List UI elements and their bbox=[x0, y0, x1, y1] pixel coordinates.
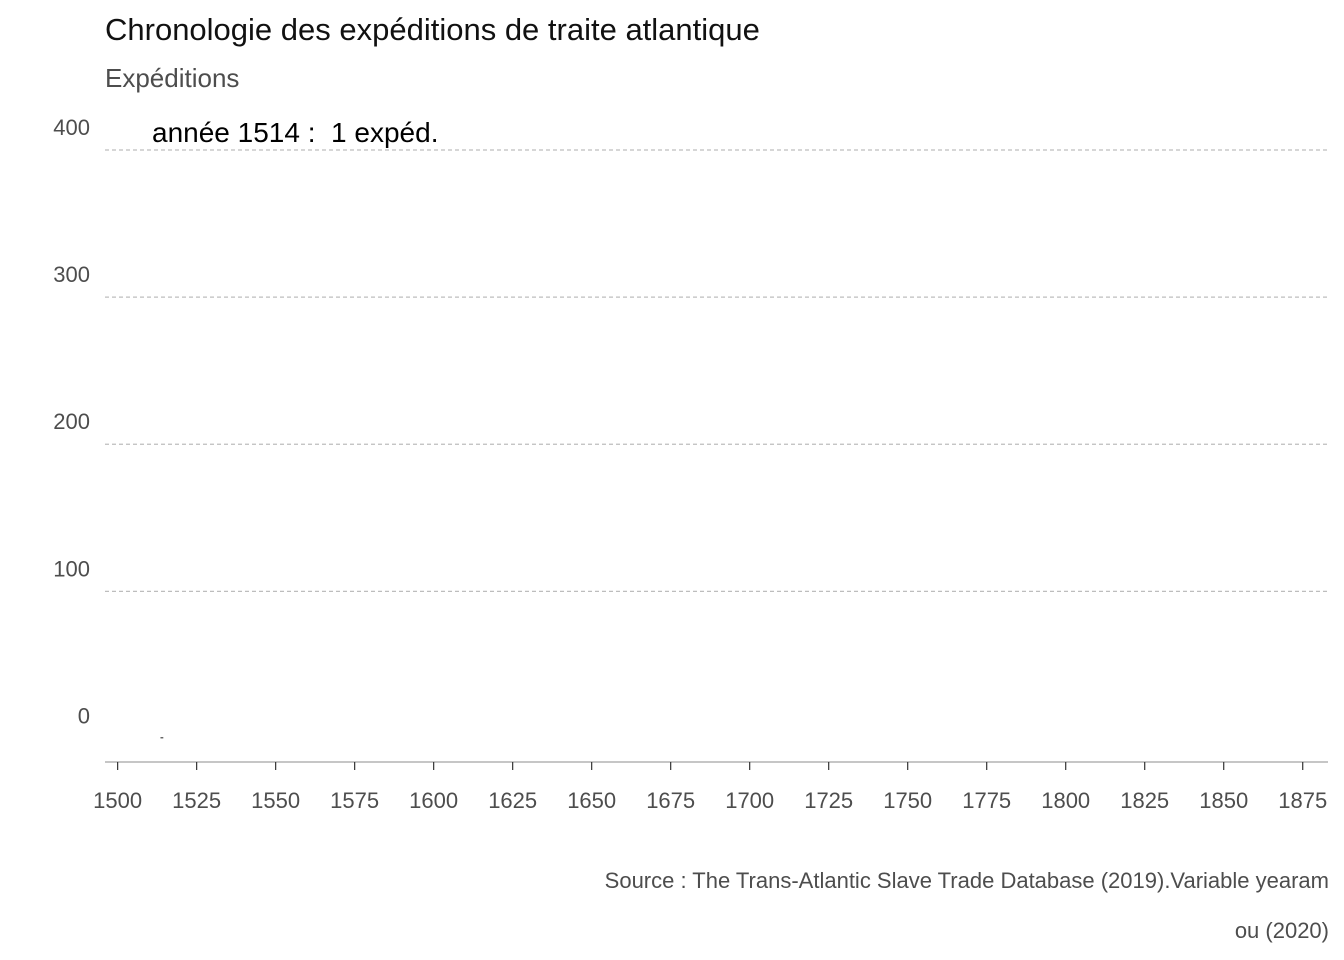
x-tick-label-1650: 1650 bbox=[567, 788, 616, 813]
y-tick-label-0: 0 bbox=[78, 703, 90, 728]
y-tick-label-400: 400 bbox=[53, 115, 90, 140]
x-tick-label-1675: 1675 bbox=[646, 788, 695, 813]
x-tick-label-1525: 1525 bbox=[172, 788, 221, 813]
y-tick-label-100: 100 bbox=[53, 556, 90, 581]
x-tick-label-1725: 1725 bbox=[804, 788, 853, 813]
x-tick-label-1550: 1550 bbox=[251, 788, 300, 813]
y-tick-label-300: 300 bbox=[53, 262, 90, 287]
x-tick-label-1700: 1700 bbox=[725, 788, 774, 813]
y-tick-label-200: 200 bbox=[53, 409, 90, 434]
x-tick-label-1500: 1500 bbox=[93, 788, 142, 813]
bar-1514 bbox=[160, 736, 164, 739]
x-tick-label-1600: 1600 bbox=[409, 788, 458, 813]
source-caption-line-2: ou (2020) bbox=[1234, 918, 1329, 943]
source-caption-line-1: Source : The Trans-Atlantic Slave Trade … bbox=[604, 868, 1329, 893]
x-tick-label-1575: 1575 bbox=[330, 788, 379, 813]
chart-subtitle: Expéditions bbox=[105, 63, 240, 93]
x-tick-label-1875: 1875 bbox=[1278, 788, 1327, 813]
x-tick-label-1625: 1625 bbox=[488, 788, 537, 813]
x-tick-label-1825: 1825 bbox=[1120, 788, 1169, 813]
year-annotation: année 1514 : 1 expéd. bbox=[152, 117, 439, 148]
x-tick-label-1800: 1800 bbox=[1041, 788, 1090, 813]
chart-title: Chronologie des expéditions de traite at… bbox=[105, 12, 760, 47]
x-tick-label-1775: 1775 bbox=[962, 788, 1011, 813]
x-tick-label-1850: 1850 bbox=[1199, 788, 1248, 813]
x-tick-label-1750: 1750 bbox=[883, 788, 932, 813]
